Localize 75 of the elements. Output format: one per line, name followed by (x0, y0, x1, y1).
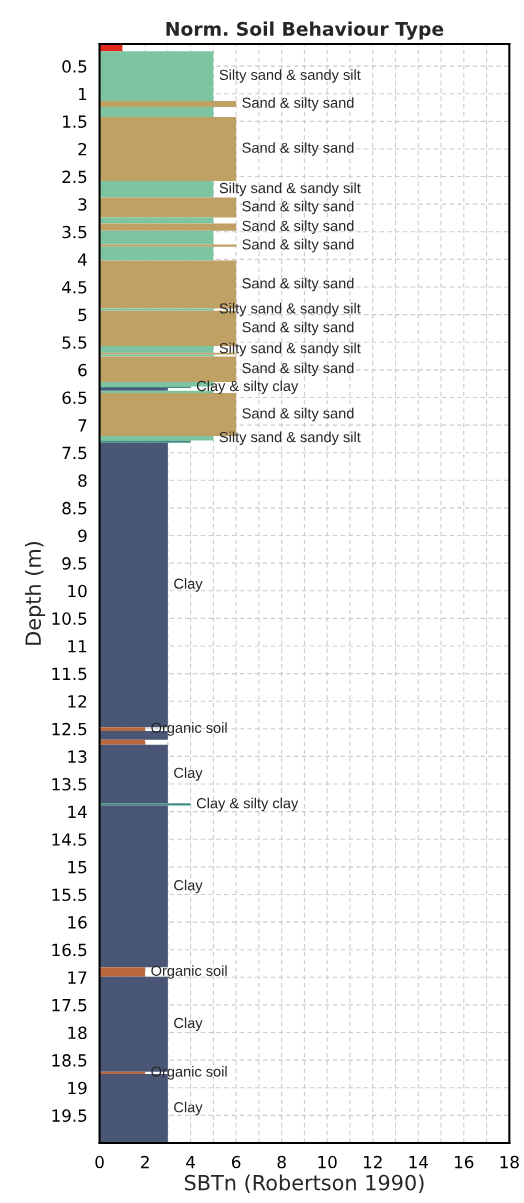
y-tick-label: 13 (68, 750, 87, 763)
data-label: Silty sand & sandy silt (219, 69, 361, 83)
data-label: Sand & silty sand (242, 97, 354, 111)
x-axis-title: SBTn (Robertson 1990) (184, 1174, 424, 1193)
y-tick-label: 3 (78, 198, 87, 211)
y-tick-label: 11.5 (52, 667, 87, 681)
x-tick-label: 12 (363, 1155, 382, 1169)
data-label: Silty sand & sandy silt (219, 431, 361, 446)
data-label: Sand & silty sand (242, 238, 354, 253)
y-tick-label: 1.5 (63, 115, 87, 128)
y-tick-label: 19 (68, 1081, 87, 1095)
y-tick-label: 16.5 (52, 943, 87, 957)
x-tick-label: 0 (95, 1155, 104, 1169)
y-tick-label: 16 (68, 916, 87, 929)
data-label: Organic soil (151, 722, 227, 736)
y-tick-label: 14 (68, 805, 87, 818)
data-label: Sand & silty sand (242, 142, 354, 156)
data-label: Silty sand & sandy silt (219, 342, 361, 357)
x-tick-label: 8 (277, 1155, 286, 1169)
y-tick-label: 10.5 (52, 612, 87, 625)
y-tick-label: 13.5 (52, 777, 87, 791)
data-label: Clay (174, 879, 203, 894)
y-tick-label: 4 (77, 253, 87, 266)
y-tick-label: 12 (68, 695, 87, 708)
data-label: Silty sand & sandy silt (219, 182, 361, 197)
x-tick-label: 6 (232, 1155, 241, 1169)
y-tick-label: 0.5 (62, 60, 87, 73)
data-label: Sand & silty sand (242, 362, 354, 377)
y-tick-label: 9.5 (62, 557, 87, 570)
y-tick-label: 4.5 (62, 281, 87, 294)
y-tick-label: 10 (68, 584, 87, 598)
y-tick-label: 14.5 (52, 833, 87, 846)
data-label: Clay (174, 767, 203, 781)
data-label: Sand & silty sand (242, 220, 354, 234)
y-tick-label: 6 (78, 363, 87, 377)
y-tick-label: 8.5 (62, 501, 87, 515)
data-label: Organic soil (151, 965, 227, 979)
y-tick-label: 12.5 (52, 722, 87, 736)
y-tick-label: 17 (68, 971, 87, 984)
y-tick-label: 3.5 (62, 225, 87, 239)
y-tick-label: 19.5 (52, 1109, 87, 1122)
data-label: Clay (174, 578, 203, 592)
data-label: Clay & silty clay (196, 380, 299, 395)
x-tick-label: 4 (186, 1155, 195, 1169)
data-label: Clay (174, 1101, 203, 1116)
x-tick-label: 14 (409, 1155, 428, 1169)
y-tick-label: 7 (78, 419, 87, 432)
y-tick-label: 15 (68, 861, 87, 874)
x-tick-label: 18 (500, 1155, 519, 1169)
x-tick-label: 2 (141, 1155, 149, 1169)
y-tick-label: 18.5 (52, 1054, 87, 1067)
y-tick-label: 2 (78, 142, 87, 156)
data-label: Sand & silty sand (242, 321, 354, 336)
y-tick-label: 11 (68, 640, 87, 653)
data-label: Sand & silty sand (242, 277, 354, 292)
x-tick-label: 16 (455, 1155, 474, 1169)
y-tick-label: 7.5 (62, 446, 87, 460)
y-tick-label: 18 (68, 1026, 87, 1040)
x-tick-label: 10 (318, 1155, 337, 1169)
chart-title: Norm. Soil Behaviour Type (166, 21, 444, 40)
y-tick-label: 6.5 (62, 391, 87, 405)
y-tick-label: 17.5 (52, 999, 87, 1012)
data-label: Clay (174, 1017, 203, 1032)
data-label: Clay & silty clay (196, 797, 299, 812)
y-tick-label: 9 (78, 529, 87, 543)
y-tick-label: 5.5 (62, 336, 87, 349)
y-tick-label: 5 (78, 308, 87, 322)
y-tick-label: 2.5 (62, 170, 87, 184)
data-label: Organic soil (151, 1066, 227, 1080)
y-tick-label: 1 (78, 87, 87, 101)
y-tick-label: 8 (78, 474, 87, 487)
y-axis-title: Depth (m) (24, 541, 46, 645)
data-label: Sand & silty sand (242, 407, 354, 422)
data-label: Sand & silty sand (242, 200, 354, 215)
y-tick-label: 15.5 (52, 888, 87, 902)
